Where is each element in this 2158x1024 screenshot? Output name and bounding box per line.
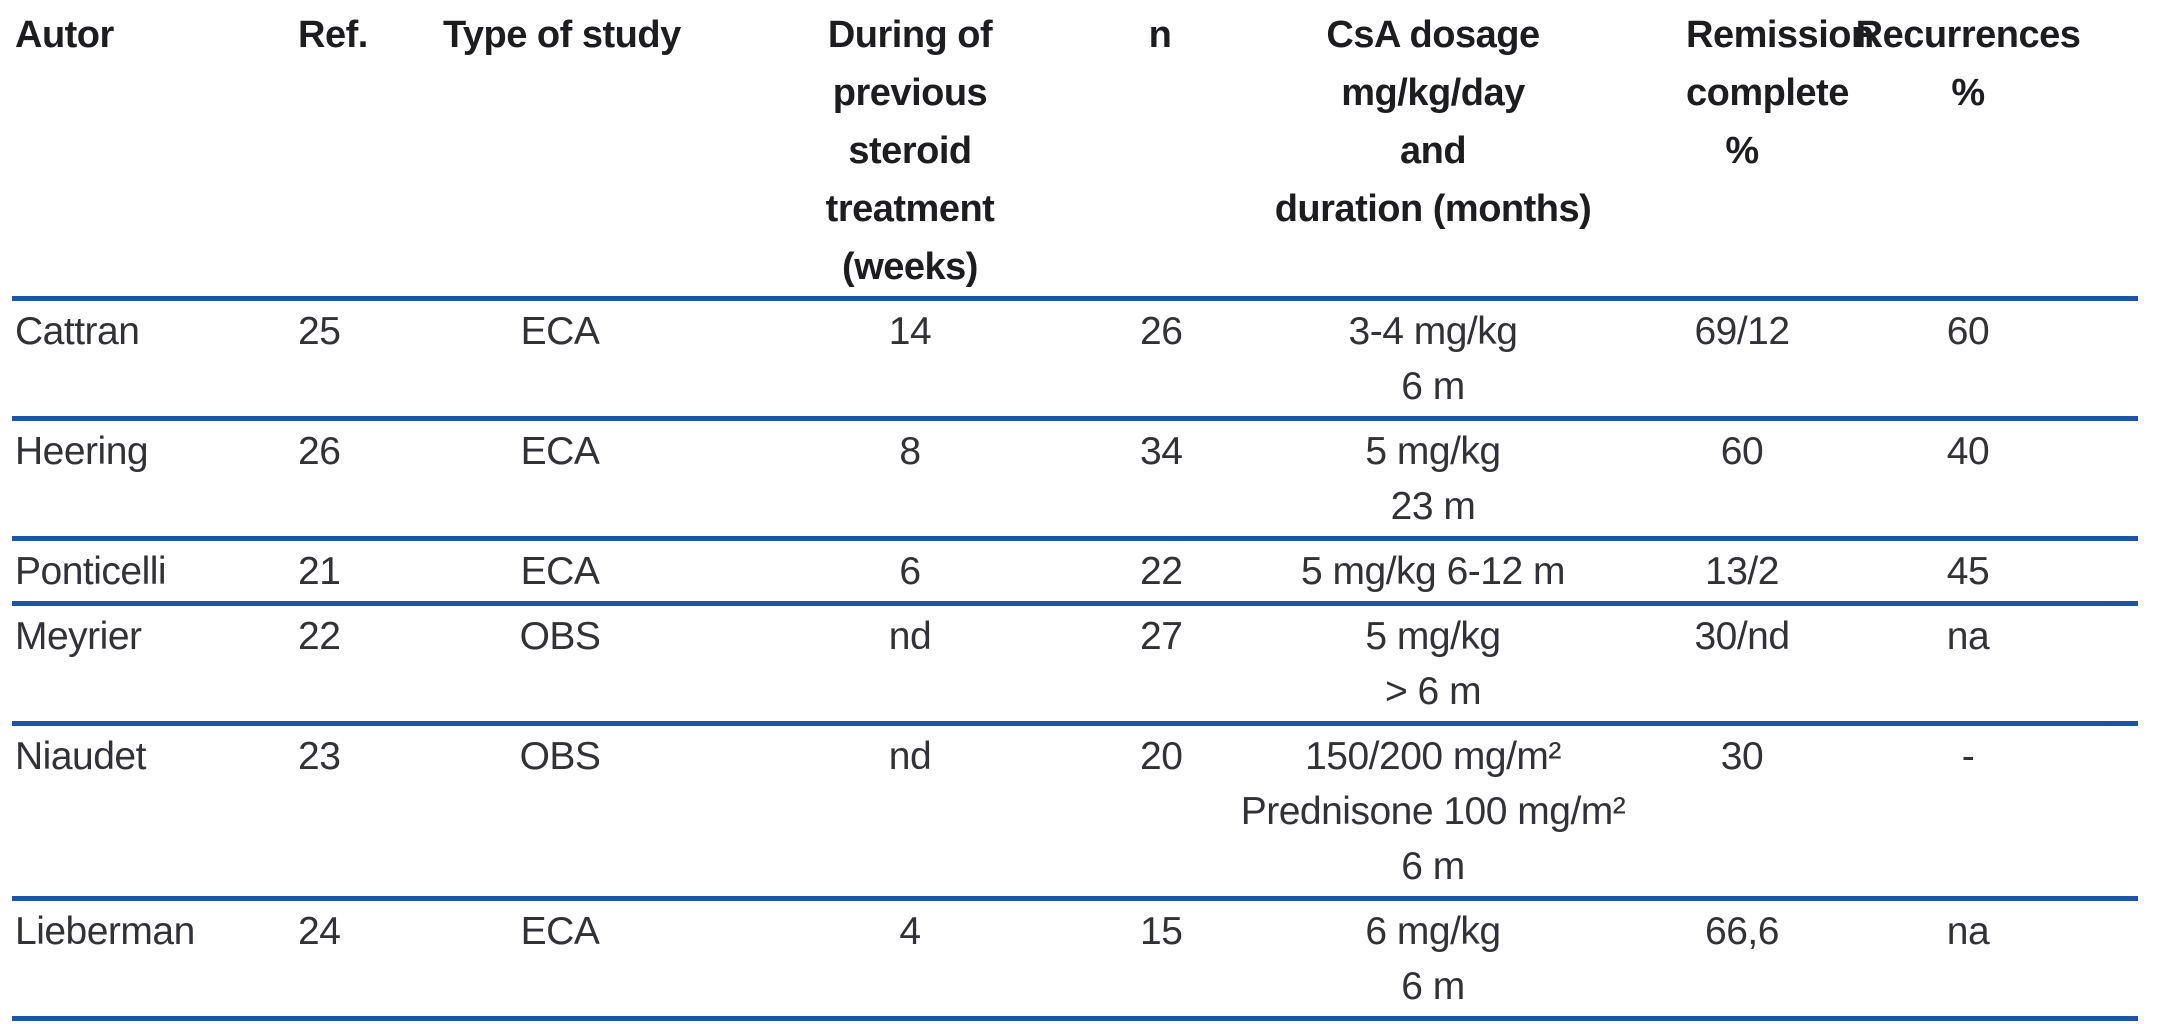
cell-ref: 24 [298, 910, 341, 953]
header-label-line: mg/kg/day [1341, 72, 1525, 114]
dosage-line: > 6 m [1384, 670, 1482, 713]
cell-autor: Cattran [15, 310, 140, 353]
column-header-n: n [1140, 0, 1180, 299]
cell-recurrences: na [1946, 615, 1990, 658]
cell-n: 20 [1140, 735, 1183, 778]
header-label-line: duration (months) [1274, 188, 1592, 230]
cell-n: 22 [1140, 550, 1183, 593]
table-row-cattran: Cattran 25 ECA 14 26 3-4 mg/kg 6 m 69/12… [12, 299, 2138, 419]
table-row-heering: Heering 26 ECA 8 34 5 mg/kg 23 m 60 40 [12, 419, 2138, 539]
header-label: Type of study [443, 14, 681, 56]
column-header-autor: Autor [12, 0, 295, 299]
cell-recurrences: 40 [1946, 430, 1990, 473]
column-header-steroid-treatment: During of previous steroid treatment (we… [680, 0, 1140, 299]
column-header-remission: Remission complete % [1686, 0, 1874, 299]
cell-autor: Ponticelli [15, 550, 167, 593]
table-body: Cattran 25 ECA 14 26 3-4 mg/kg 6 m 69/12… [12, 299, 2138, 1019]
header-label: Autor [15, 14, 114, 56]
cell-ref: 21 [298, 550, 341, 593]
cell-type: ECA [520, 550, 600, 593]
table-header: Autor Ref. Type of study During of previ… [12, 0, 2138, 299]
cell-steroid-weeks: 4 [899, 910, 921, 953]
header-label-line: previous [832, 72, 988, 114]
cell-type: OBS [519, 735, 601, 778]
dosage-line: 23 m [1390, 485, 1476, 528]
cell-dosage: 5 mg/kg > 6 m [1180, 604, 1686, 724]
column-header-ref: Ref. [295, 0, 440, 299]
table-row-niaudet: Niaudet 23 OBS nd 20 150/200 mg/m² Predn… [12, 724, 2138, 899]
cell-steroid-weeks: 14 [888, 310, 932, 353]
header-label-line: Recurrences [1855, 14, 2081, 56]
cell-autor: Niaudet [15, 735, 146, 778]
cell-type: ECA [520, 430, 600, 473]
cell-remission: 13/2 [1705, 550, 1779, 593]
header-label-line: (weeks) [842, 246, 978, 288]
dosage-line: 6 m [1401, 845, 1465, 888]
header-label-line: During of [827, 14, 993, 56]
cell-remission: 66,6 [1705, 910, 1779, 953]
cell-dosage: 150/200 mg/m² Prednisone 100 mg/m² 6 m [1180, 724, 1686, 899]
cell-type: ECA [520, 910, 600, 953]
header-label-line: % [1951, 72, 1985, 114]
table-row-meyrier: Meyrier 22 OBS nd 27 5 mg/kg > 6 m 30/nd… [12, 604, 2138, 724]
dosage-line: 5 mg/kg [1365, 615, 1501, 658]
cell-autor: Heering [15, 430, 149, 473]
header-label-line: CsA dosage [1326, 14, 1540, 56]
dosage-line: 6 m [1401, 965, 1465, 1008]
csa-studies-table: Autor Ref. Type of study During of previ… [12, 0, 2138, 1021]
cell-n: 15 [1140, 910, 1183, 953]
cell-ref: 23 [298, 735, 341, 778]
cell-n: 27 [1140, 615, 1183, 658]
cell-remission: 69/12 [1694, 310, 1790, 353]
cell-recurrences: 60 [1946, 310, 1990, 353]
cell-autor: Meyrier [15, 615, 142, 658]
header-label-line: steroid [848, 130, 972, 172]
dosage-line: 5 mg/kg 6-12 m [1301, 550, 1565, 593]
cell-dosage: 5 mg/kg 6-12 m [1180, 539, 1686, 604]
cell-ref: 26 [298, 430, 341, 473]
cell-recurrences: na [1946, 910, 1990, 953]
cell-steroid-weeks: nd [888, 735, 932, 778]
dosage-line: 5 mg/kg [1365, 430, 1501, 473]
cell-type: OBS [519, 615, 601, 658]
dosage-line: 150/200 mg/m² [1305, 735, 1561, 778]
header-label-line: Remission [1686, 14, 1874, 56]
dosage-line: Prednisone 100 mg/m² [1240, 790, 1626, 833]
cell-n: 26 [1140, 310, 1183, 353]
cell-autor: Lieberman [15, 910, 195, 953]
dosage-line: 3-4 mg/kg [1348, 310, 1518, 353]
cell-ref: 22 [298, 615, 341, 658]
header-label: Ref. [298, 14, 368, 56]
dosage-line: 6 mg/kg [1365, 910, 1501, 953]
header-label: n [1148, 14, 1172, 56]
cell-remission: 30 [1720, 735, 1764, 778]
cell-recurrences: 45 [1946, 550, 1990, 593]
header-label-line: and [1399, 130, 1467, 172]
header-label-line: treatment [825, 188, 995, 230]
cell-type: ECA [520, 310, 600, 353]
cell-remission: 60 [1720, 430, 1764, 473]
column-header-recurrences: Recurrences % [1798, 0, 2138, 299]
column-header-type-of-study: Type of study [440, 0, 681, 299]
cell-ref: 25 [298, 310, 341, 353]
cell-remission: 30/nd [1694, 615, 1790, 658]
cell-n: 34 [1140, 430, 1183, 473]
cell-steroid-weeks: 8 [899, 430, 921, 473]
header-label-line: % [1725, 130, 1759, 172]
dosage-line: 6 m [1401, 365, 1465, 408]
cell-steroid-weeks: nd [888, 615, 932, 658]
header-row: Autor Ref. Type of study During of previ… [12, 0, 2138, 299]
cell-steroid-weeks: 6 [899, 550, 921, 593]
table-row-ponticelli: Ponticelli 21 ECA 6 22 5 mg/kg 6-12 m 13… [12, 539, 2138, 604]
header-label-line: complete [1686, 72, 1849, 114]
cell-dosage: 6 mg/kg 6 m [1180, 899, 1686, 1019]
cell-dosage: 3-4 mg/kg 6 m [1180, 299, 1686, 419]
cell-dosage: 5 mg/kg 23 m [1180, 419, 1686, 539]
table-row-lieberman: Lieberman 24 ECA 4 15 6 mg/kg 6 m 66,6 n… [12, 899, 2138, 1019]
cell-recurrences: - [1961, 735, 1975, 778]
column-header-csa-dosage: CsA dosage mg/kg/day and duration (month… [1180, 0, 1686, 299]
